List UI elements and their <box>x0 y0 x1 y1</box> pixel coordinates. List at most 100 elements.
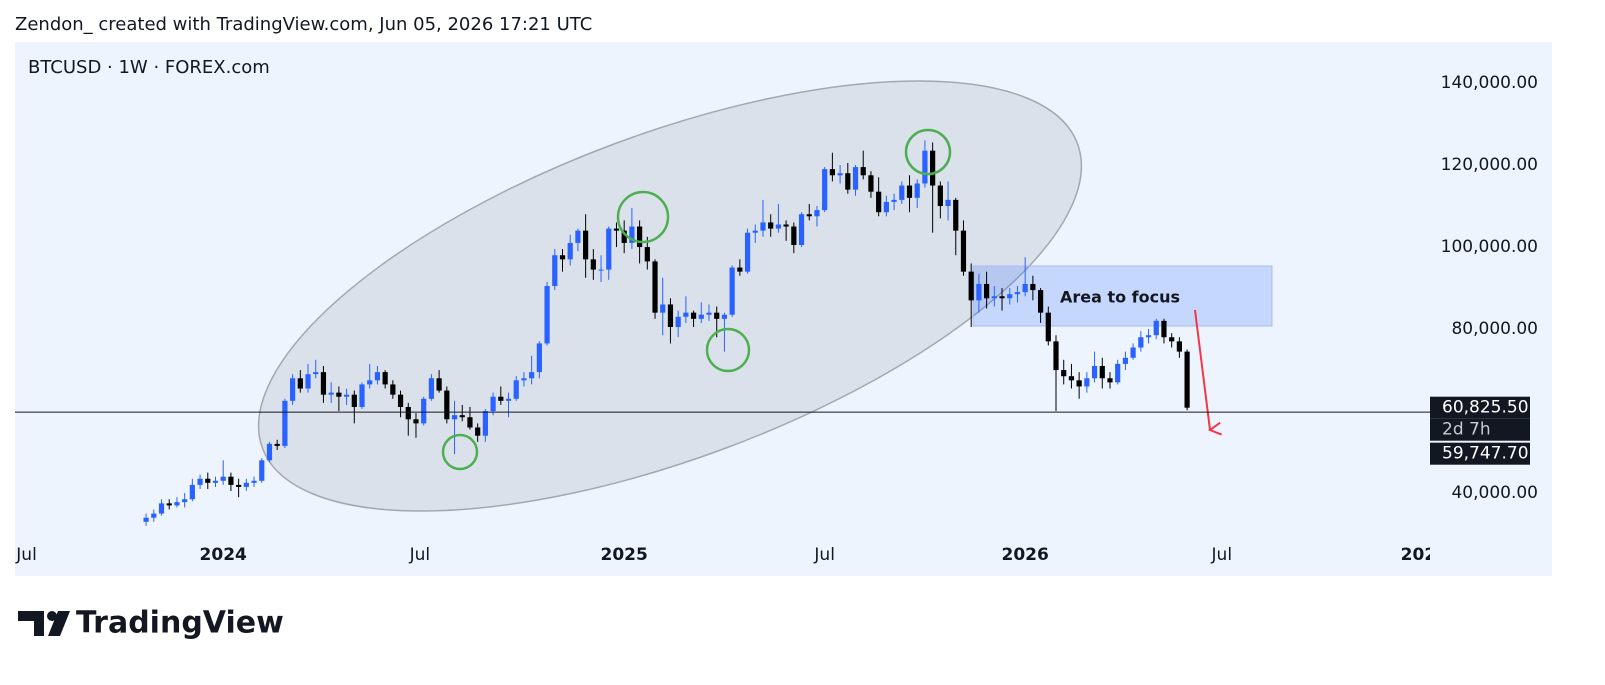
candle-body <box>405 406 411 420</box>
focus-rectangle <box>972 265 1273 327</box>
candle-body <box>1053 341 1059 371</box>
candle-body <box>529 372 535 379</box>
candle-body <box>1084 378 1090 387</box>
candle-body <box>567 242 573 260</box>
candle-body <box>313 372 319 375</box>
candle-body <box>1099 365 1105 379</box>
candle-body <box>706 312 712 315</box>
candle-body <box>845 173 851 190</box>
candle-body <box>791 226 797 245</box>
annotation-text: Area to focus <box>1060 288 1180 307</box>
candle-body <box>513 380 519 399</box>
symbol-title: BTCUSD · 1W · FOREX.com <box>28 57 270 78</box>
candle-body <box>343 394 350 397</box>
candle-body <box>1091 365 1098 379</box>
candle-body <box>151 513 157 518</box>
candle-body <box>906 185 913 198</box>
candle-body <box>428 378 435 399</box>
y-tick-label: 120,000.00 <box>1441 155 1538 175</box>
candle-body <box>1061 370 1067 377</box>
candle-body <box>482 411 488 436</box>
candle-body <box>436 378 442 391</box>
candle-body <box>798 214 805 245</box>
candle-body <box>459 415 465 418</box>
candle-body <box>282 400 288 446</box>
candle-body <box>367 380 373 385</box>
candle-body <box>1007 294 1013 299</box>
price-label: 60,825.50 <box>1442 398 1529 418</box>
candle-body <box>837 173 843 176</box>
candle-body <box>1022 283 1028 293</box>
candles <box>143 140 1190 526</box>
price-label: 59,747.70 <box>1442 444 1529 464</box>
candle-body <box>768 222 774 229</box>
candle-body <box>752 230 758 233</box>
candle-body <box>667 304 674 328</box>
candle-body <box>413 419 419 424</box>
circle-drawing <box>904 128 952 176</box>
drawings: Area to focus <box>441 128 1210 471</box>
countdown-box <box>1430 418 1530 441</box>
candle-body <box>652 261 658 313</box>
candle-body <box>760 222 766 231</box>
candle-body <box>1107 378 1113 383</box>
candle-body <box>945 199 951 207</box>
candle-body <box>1037 290 1044 313</box>
candle-body <box>683 312 689 317</box>
brand: TradingView <box>76 606 284 641</box>
y-tick-label: 140,000.00 <box>1441 73 1538 93</box>
candle-body <box>336 392 342 397</box>
candle-body <box>675 316 681 328</box>
candle-body <box>899 185 905 200</box>
candle-body <box>613 228 620 231</box>
candle-body <box>390 384 396 395</box>
candle-body <box>598 269 604 271</box>
candle-body <box>505 398 512 401</box>
candle-body <box>174 502 180 506</box>
candle-body <box>829 169 835 176</box>
candle-body <box>976 283 982 301</box>
candle-body <box>644 247 650 262</box>
circle-drawing <box>441 433 479 471</box>
arrow-drawing <box>1194 309 1210 430</box>
candle-body <box>189 484 195 500</box>
x-tick-label: Jul <box>813 545 835 565</box>
candle-body <box>690 312 697 319</box>
candle-body <box>1130 347 1136 358</box>
candle-body <box>498 396 504 401</box>
attribution: Zendon_ created with TradingView.com, Ju… <box>15 14 592 35</box>
candle-body <box>852 167 859 190</box>
price-label-box <box>1430 442 1530 465</box>
candle-body <box>274 443 280 446</box>
x-axis: Jul 2024 Jul 2025 Jul 2026 Jul 202 <box>15 545 1437 565</box>
candle-body <box>297 378 303 389</box>
logo-mark <box>47 611 57 621</box>
candle-body <box>1153 320 1159 336</box>
candle-body <box>660 304 666 313</box>
candle-body <box>536 343 542 373</box>
candle-body <box>475 427 481 436</box>
candle-body <box>968 271 974 301</box>
tradingview-logo: TradingView <box>18 606 284 641</box>
candle-body <box>590 259 596 270</box>
candle-body <box>351 394 357 407</box>
x-tick-label: 202 <box>1401 545 1437 565</box>
candle-body <box>721 314 728 319</box>
candle-body <box>1076 380 1082 387</box>
candle-body <box>606 228 612 270</box>
candle-body <box>914 183 920 198</box>
candle-body <box>883 201 889 213</box>
x-tick-label: Jul <box>1211 545 1233 565</box>
candle-body <box>698 314 704 319</box>
candle-body <box>1161 320 1167 338</box>
candle-body <box>868 175 874 192</box>
candle-body <box>182 499 188 503</box>
candle-body <box>374 372 381 381</box>
ellipse-drawing <box>257 80 1083 512</box>
candle-body <box>930 150 936 186</box>
candle-body <box>259 460 265 481</box>
candle-body <box>397 394 404 407</box>
candle-body <box>451 415 458 420</box>
candle-body <box>1138 337 1144 348</box>
y-tick-label: 40,000.00 <box>1451 483 1538 503</box>
